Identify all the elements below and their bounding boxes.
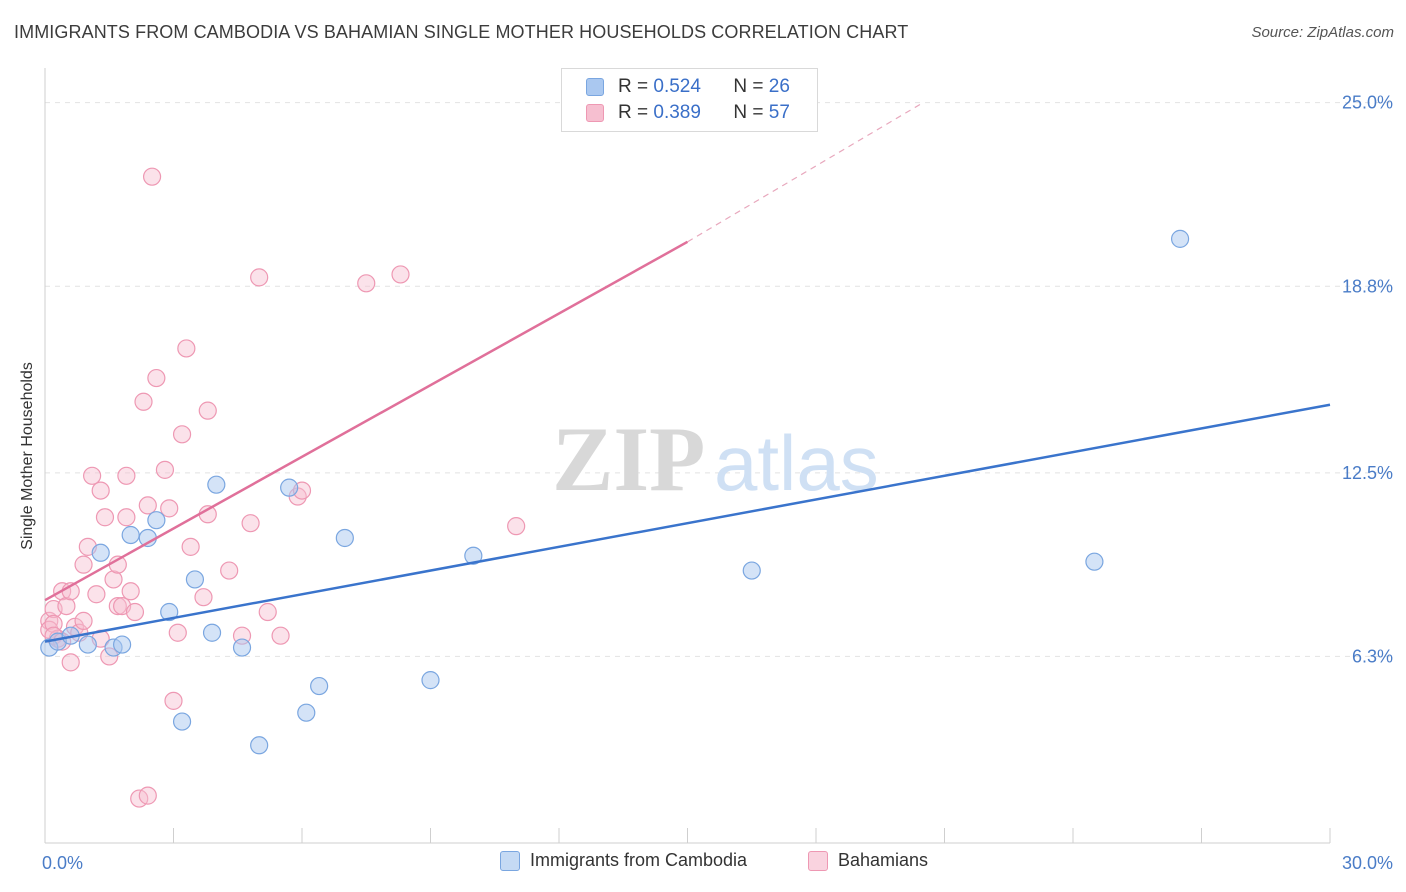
cambodia-point — [297, 703, 316, 722]
cambodia-point — [121, 525, 140, 545]
cambodia-point — [335, 528, 354, 548]
watermark: ZIP atlas — [552, 408, 879, 510]
legend-n-label: N = — [733, 76, 764, 97]
watermark-atlas: atlas — [714, 419, 879, 507]
x-tick-label: 0.0% — [42, 853, 83, 873]
bahamians-point — [117, 466, 136, 485]
cambodia-point — [185, 570, 205, 589]
legend-n-value: 57 — [768, 102, 790, 123]
gridlines — [45, 102, 1392, 657]
bahamians-point — [271, 626, 290, 645]
tick-labels: 6.3% 12.5% 18.8% 25.0% 0.0% 30.0% — [42, 93, 1393, 873]
bahamians-point — [391, 265, 410, 284]
correlation-legend: R = 0.524 N = 26 R = 0.389 N = 57 — [561, 68, 818, 132]
bahamians-point — [147, 368, 166, 388]
x-tick-label: 30.0% — [1342, 853, 1393, 873]
bahamians-point — [74, 555, 93, 574]
cambodia-point — [310, 676, 329, 696]
bahamians-point — [138, 496, 157, 515]
cambodia-point — [78, 635, 97, 654]
cambodia-point — [147, 511, 166, 530]
bahamians-point — [57, 596, 76, 616]
cambodia-trend-line — [44, 403, 1331, 643]
legend-r-value: 0.389 — [653, 102, 701, 123]
bahamians-point — [172, 425, 192, 444]
cambodia-point — [1170, 229, 1190, 248]
legend-r-label: R = — [618, 102, 649, 123]
legend-n-value: 26 — [768, 76, 790, 97]
bahamians-point — [104, 570, 123, 589]
bahamians-point — [357, 274, 376, 293]
chart-title: IMMIGRANTS FROM CAMBODIA VS BAHAMIAN SIN… — [14, 22, 909, 42]
bahamians-point — [168, 623, 187, 642]
bahamians-point — [61, 653, 80, 672]
bahamians-point — [138, 786, 157, 805]
series-legend: Immigrants from Cambodia Bahamians — [0, 850, 1406, 878]
bahamians-point — [220, 561, 239, 580]
bahamians-point — [108, 596, 127, 616]
cambodia-point — [91, 543, 110, 562]
cambodia-point — [280, 478, 299, 497]
bahamians-point — [134, 392, 153, 411]
legend-row-bahamians: R = 0.389 N = 57 — [586, 101, 790, 125]
legend-item-label: Bahamians — [838, 850, 929, 870]
cambodia-point — [112, 635, 132, 654]
legend-item-cambodia: Immigrants from Cambodia — [500, 850, 747, 871]
legend-swatch-pink — [586, 104, 604, 122]
bahamians-point — [198, 401, 217, 420]
y-tick-label: 18.8% — [1342, 276, 1393, 296]
legend-r-label: R = — [618, 76, 649, 97]
legend-item-label: Immigrants from Cambodia — [530, 850, 748, 870]
bahamians-point — [117, 508, 136, 527]
bahamians-points — [40, 167, 526, 808]
bahamians-point — [160, 499, 179, 518]
bahamians-point — [241, 514, 260, 533]
cambodia-point — [160, 602, 179, 622]
bahamians-point — [121, 582, 140, 601]
axes — [44, 68, 1331, 844]
cambodia-point — [250, 736, 269, 755]
bahamians-point — [250, 268, 269, 287]
cambodia-point — [742, 561, 761, 580]
bahamians-point — [74, 611, 93, 630]
cambodia-point — [464, 546, 483, 565]
legend-swatch-pink — [808, 850, 828, 871]
legend-swatch-blue — [586, 78, 604, 96]
y-tick-label: 12.5% — [1342, 463, 1393, 483]
cambodia-point — [1085, 552, 1104, 571]
bahamians-point — [181, 537, 200, 556]
bahamians-trend-extension — [687, 102, 924, 243]
bahamians-trend-line — [44, 240, 689, 602]
y-tick-label: 6.3% — [1352, 646, 1393, 666]
cambodia-point — [232, 638, 252, 657]
legend-row-cambodia: R = 0.524 N = 26 — [586, 75, 790, 99]
legend-n-label: N = — [733, 102, 764, 123]
y-tick-label: 25.0% — [1342, 93, 1393, 113]
bahamians-point — [164, 691, 183, 710]
bahamians-point — [507, 517, 526, 536]
legend-r-value: 0.524 — [653, 76, 701, 97]
bahamians-point — [194, 588, 213, 607]
bahamians-point — [177, 339, 196, 358]
cambodia-point — [172, 712, 192, 731]
bahamians-point — [125, 602, 145, 622]
bahamians-point — [95, 508, 115, 527]
bahamians-point — [87, 585, 106, 604]
bahamians-point — [91, 481, 110, 500]
trend-lines — [44, 102, 1331, 643]
cambodia-point — [202, 623, 222, 642]
watermark-zip: ZIP — [552, 408, 705, 510]
bahamians-point — [142, 167, 162, 186]
cambodia-point — [421, 671, 440, 690]
bahamians-point — [258, 602, 277, 622]
legend-item-bahamians: Bahamians — [808, 850, 928, 871]
bahamians-point — [83, 466, 102, 485]
source-label: Source: ZipAtlas.com — [1251, 24, 1394, 41]
legend-swatch-blue — [500, 850, 520, 871]
cambodia-point — [207, 475, 226, 494]
bahamians-point — [155, 460, 175, 479]
